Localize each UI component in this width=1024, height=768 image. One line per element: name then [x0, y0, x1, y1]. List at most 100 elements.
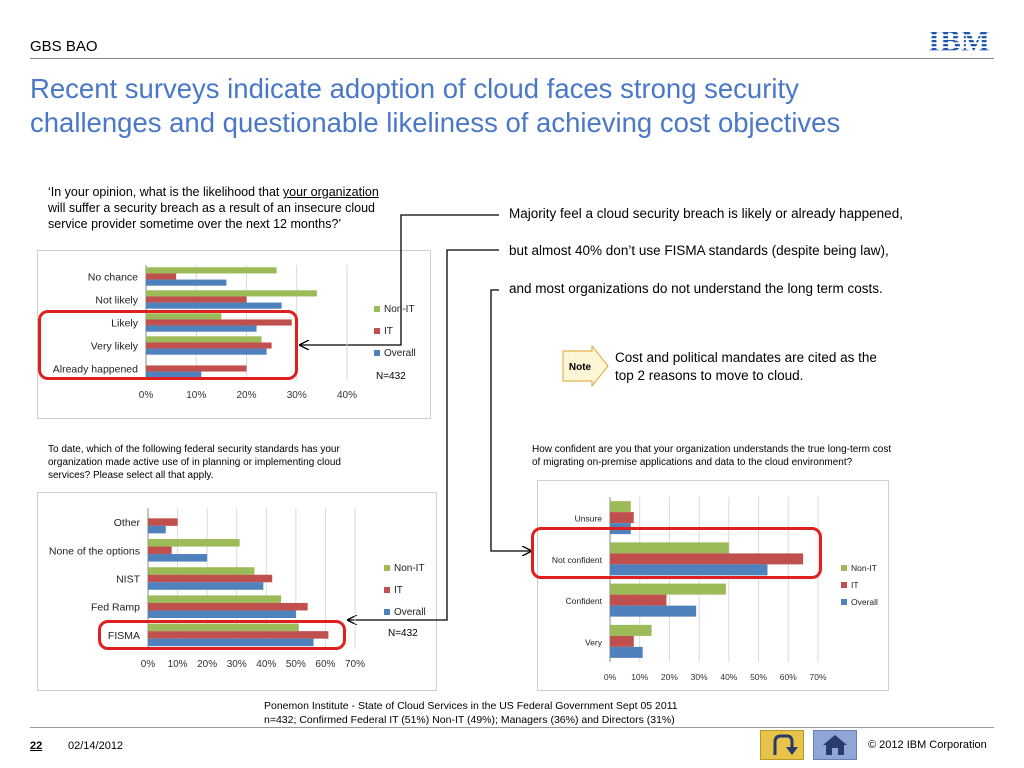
note-line1: Cost and political mandates are cited as… — [615, 350, 877, 365]
u-turn-arrow-icon — [773, 734, 798, 755]
bar-overall-none-of-the-options — [148, 554, 208, 562]
x-tick-label: 0% — [139, 390, 154, 401]
breach-question-line1: ‘In your opinion, what is the likelihood… — [48, 184, 438, 200]
category-label: Already happened — [53, 364, 138, 376]
category-label: Not likely — [95, 295, 138, 307]
x-tick-label: 30% — [227, 659, 247, 670]
bar-it-not-likely — [146, 296, 247, 303]
note-arrow-icon: Note — [562, 345, 609, 387]
legend-label: IT — [384, 326, 393, 337]
connector-breach — [300, 214, 499, 345]
ibm-logo: IBM — [928, 24, 990, 54]
footer-date: 02/14/2012 — [68, 740, 124, 752]
legend-label: Overall — [384, 348, 416, 359]
finding-fisma: but almost 40% don’t use FISMA standards… — [509, 243, 889, 258]
bar-it-fisma — [148, 631, 329, 639]
confidence-chart-frame — [537, 480, 889, 691]
bar-non-it-likely — [146, 313, 222, 320]
breach-question-line3: service provider sometime over the next … — [48, 217, 342, 231]
category-label: Very likely — [91, 341, 139, 353]
back-button[interactable] — [760, 730, 804, 760]
legend-label: Overall — [851, 597, 878, 607]
home-button[interactable] — [813, 730, 857, 760]
confidence-question-line1: How confident are you that your organiza… — [532, 444, 892, 455]
x-tick-label: 70% — [809, 672, 826, 682]
slide-title: Recent surveys indicate adoption of clou… — [30, 72, 990, 140]
legend-label: Non-IT — [851, 563, 877, 573]
x-tick-label: 50% — [286, 659, 306, 670]
x-tick-label: 60% — [315, 659, 335, 670]
breach-highlight-box — [38, 310, 298, 380]
bar-it-very — [610, 635, 634, 647]
bar-it-no-chance — [146, 273, 177, 280]
bar-overall-not-likely — [146, 302, 282, 309]
category-label: Very — [585, 637, 603, 647]
slide-title-line2: challenges and questionable likeliness o… — [30, 107, 841, 138]
finding-costs: and most organizations do not understand… — [509, 281, 883, 296]
legend-swatch — [374, 350, 380, 356]
bar-non-it-very — [610, 624, 652, 636]
bar-it-fed-ramp — [148, 602, 308, 611]
category-label: Other — [114, 517, 141, 529]
confidence-question-line2: of migrating on-premise applications and… — [532, 457, 853, 468]
bar-it-not-confident — [610, 553, 804, 565]
bar-non-it-no-chance — [146, 267, 277, 274]
cost-confidence-chart: 0% 10% 20% 30% 40% 50% 60% 70% Unsure Not confide… — [552, 497, 878, 682]
standards-question-line2: organization made active use of in plann… — [48, 457, 341, 468]
bar-it-confident — [610, 594, 667, 606]
standards-question: To date, which of the following federal … — [48, 443, 438, 482]
x-tick-label: 10% — [186, 390, 206, 401]
legend-label: Non-IT — [384, 304, 415, 315]
security-standards-chart: 0% 10% 20% 30% 40% 50% 60% 70% Other None of the … — [49, 508, 426, 670]
x-tick-label: 0% — [141, 659, 156, 670]
header-divider — [30, 58, 994, 59]
bar-non-it-none-of-the-options — [148, 539, 240, 547]
slide-title-line1: Recent surveys indicate adoption of clou… — [30, 73, 799, 104]
fisma-highlight-box — [98, 620, 346, 650]
bar-it-none-of-the-options — [148, 546, 172, 555]
legend-swatch — [374, 328, 380, 334]
category-label: FISMA — [108, 630, 140, 642]
bar-it-other — [148, 518, 178, 526]
x-tick-label: 20% — [661, 672, 678, 682]
bar-non-it-confident — [610, 583, 726, 595]
bar-it-unsure — [610, 512, 634, 524]
x-tick-label: 60% — [780, 672, 797, 682]
connector-confidence — [490, 289, 531, 551]
bar-overall-fed-ramp — [148, 610, 296, 618]
source-line2: n=432; Confirmed Federal IT (51%) Non-IT… — [264, 714, 675, 726]
bar-non-it-not-confident — [610, 542, 729, 554]
x-tick-label: 50% — [750, 672, 767, 682]
chart1-n-label: N=432 — [376, 371, 406, 382]
footer-divider — [30, 727, 994, 728]
standards-question-line1: To date, which of the following federal … — [48, 444, 340, 455]
confidence-question: How confident are you that your organiza… — [532, 443, 972, 469]
breach-chart-frame — [37, 250, 431, 419]
category-label: Likely — [111, 318, 139, 330]
breach-question-underlined: your organization — [282, 185, 379, 199]
category-label: Not confident — [552, 555, 603, 565]
connector-fisma — [348, 249, 499, 620]
legend-swatch — [841, 599, 847, 605]
not-confident-highlight-box — [531, 527, 822, 579]
x-tick-label: 30% — [287, 390, 307, 401]
category-label: Confident — [566, 596, 603, 606]
chart2-n-label: N=432 — [388, 628, 418, 639]
bar-overall-very — [610, 646, 643, 658]
bar-overall-likely — [146, 325, 257, 332]
legend-swatch — [384, 609, 390, 615]
category-label: Unsure — [575, 514, 603, 524]
bar-it-likely — [146, 319, 292, 326]
x-tick-label: 40% — [337, 390, 357, 401]
x-tick-label: 40% — [256, 659, 276, 670]
source-citation: Ponemon Institute - State of Cloud Servi… — [264, 699, 678, 727]
x-tick-label: 10% — [168, 659, 188, 670]
legend-label: Non-IT — [394, 563, 425, 574]
bar-it-very-likely — [146, 342, 272, 349]
bar-non-it-very-likely — [146, 336, 262, 343]
category-label: NIST — [116, 574, 141, 586]
legend-label: IT — [851, 580, 859, 590]
legend-swatch — [841, 565, 847, 571]
note-line2: top 2 reasons to move to cloud. — [615, 368, 804, 383]
